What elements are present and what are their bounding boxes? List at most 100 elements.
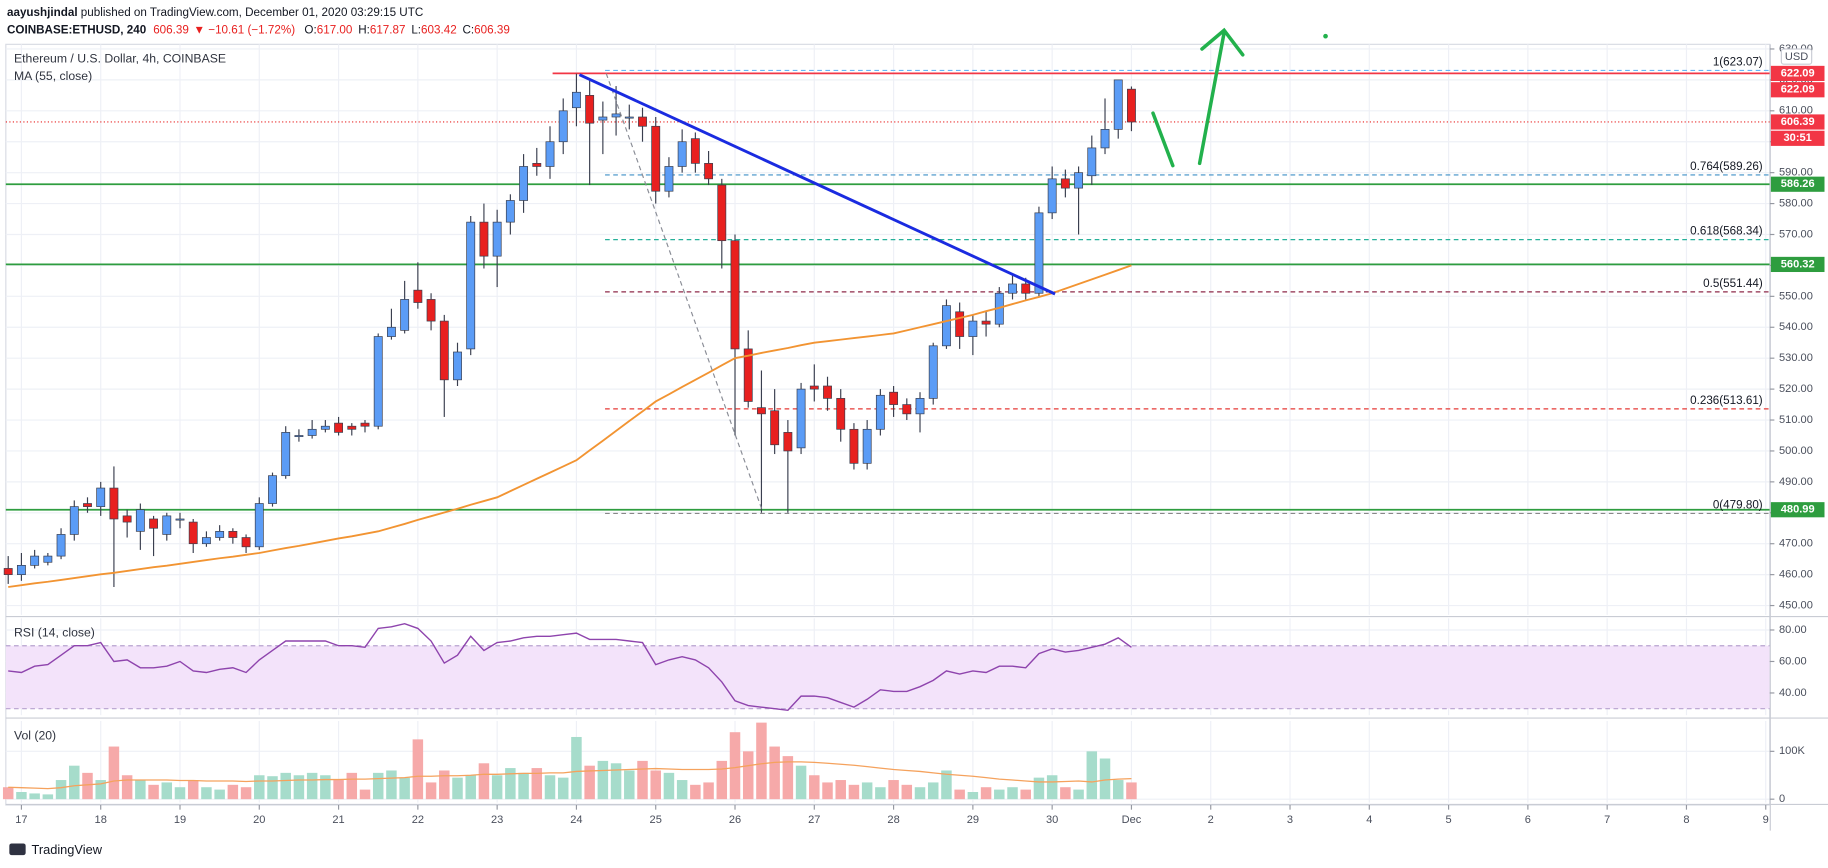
candle-body	[281, 432, 291, 477]
x-tick-label: 18	[95, 814, 107, 826]
volume-bar	[624, 770, 635, 800]
volume-bar	[518, 772, 529, 800]
candle-body	[122, 515, 132, 523]
volume-bar	[557, 777, 569, 800]
candle-body	[294, 435, 304, 438]
volume-bar	[399, 777, 410, 800]
labels: Ethereum / U.S. Dollar, 4h, COINBASE 1(62…	[14, 52, 1825, 742]
candle-body	[268, 475, 277, 504]
ohlc-key: C:	[463, 23, 475, 36]
candle-body	[651, 125, 661, 192]
y-tick-label: 490.00	[1779, 476, 1813, 488]
x-tick-label: 3	[1287, 814, 1293, 826]
volume-bar	[1112, 780, 1124, 800]
volume-bar	[742, 751, 754, 800]
y-tick-label: 510.00	[1779, 414, 1813, 426]
x-tick-label: 4	[1366, 814, 1372, 826]
candle-body	[334, 422, 344, 433]
fib-label: 0(479.80)	[1713, 498, 1763, 511]
volume-bar	[42, 794, 54, 800]
candle-body	[783, 432, 793, 452]
volume-bar	[769, 746, 780, 800]
change: ▼ −10.61 (−1.72%)	[194, 23, 296, 36]
volume-bar	[386, 770, 397, 800]
fib-label: 0.236(513.61)	[1690, 394, 1763, 407]
candle-body	[743, 348, 753, 402]
candle-body	[479, 221, 489, 257]
volume-bar	[478, 763, 490, 800]
currency: USD	[1785, 51, 1808, 63]
volume-ma	[8, 761, 1132, 790]
candle-body	[836, 398, 846, 430]
y-tick-label: 520.00	[1779, 383, 1813, 395]
volume-bar	[346, 772, 358, 800]
y-tick-label: 80.00	[1779, 624, 1807, 636]
y-tick-label: 60.00	[1779, 655, 1807, 667]
x-tick-label: 2	[1208, 814, 1214, 826]
volume-bar	[95, 780, 106, 800]
candle-body	[83, 503, 92, 507]
ma-legend: MA (55, close)	[14, 69, 92, 83]
candle-body	[558, 110, 568, 143]
candle-body	[849, 428, 859, 464]
volume-bar	[491, 775, 503, 800]
candle-body	[505, 200, 515, 223]
volume-bar	[663, 772, 675, 800]
volume-bar	[531, 768, 543, 800]
x-tick-label: 8	[1683, 814, 1689, 826]
pane-title: RSI (14, close)	[14, 626, 95, 640]
volume-bar	[161, 782, 173, 800]
candle-body	[796, 388, 806, 449]
volume-bar	[1126, 782, 1137, 800]
volume-bar	[888, 780, 899, 800]
volume-bar	[637, 760, 648, 800]
fib-label: 0.764(589.26)	[1690, 160, 1763, 173]
publish-line: aayushjindal published on TradingView.co…	[7, 6, 423, 19]
price-box	[1770, 176, 1825, 192]
rsi-line	[8, 622, 1132, 712]
candle-body	[492, 221, 502, 257]
candle-body	[809, 385, 819, 390]
candle-body	[466, 221, 476, 350]
price-box-label: 622.09	[1781, 84, 1815, 96]
fib-diagonal	[605, 73, 763, 512]
drawings	[578, 27, 1328, 512]
volume-bar	[610, 763, 622, 800]
volume-bar	[848, 784, 860, 800]
candle-body	[347, 425, 357, 430]
ohlc-value: 617.87	[370, 23, 406, 36]
candle-body	[624, 116, 634, 119]
candle-body	[188, 521, 198, 545]
candle-body	[981, 320, 991, 325]
volume-bar	[690, 784, 701, 800]
x-tick-label: 22	[412, 814, 424, 826]
volume-bar	[1020, 789, 1031, 800]
candle-body	[386, 326, 396, 337]
x-tick-label: 6	[1525, 814, 1531, 826]
y-tick-label: 40.00	[1779, 687, 1807, 699]
pane-title: Ethereum / U.S. Dollar, 4h, COINBASE	[14, 52, 226, 66]
volume-bar	[16, 791, 27, 800]
volume-bar	[293, 775, 305, 800]
fib-label: 1(623.07)	[1713, 55, 1763, 68]
candle-body	[1127, 88, 1136, 123]
volume-bar	[254, 775, 265, 800]
ohlc-key: H:	[358, 23, 370, 36]
candle-body	[875, 394, 885, 430]
candle-body	[254, 503, 264, 548]
y-tick-label: 450.00	[1779, 599, 1813, 611]
volume-bar	[571, 736, 582, 800]
volume-bar	[716, 760, 728, 800]
candle-body	[373, 336, 383, 427]
volume-bar	[1086, 751, 1098, 800]
volume-bar	[954, 789, 965, 800]
candle-body	[69, 506, 79, 535]
candle-body	[439, 320, 449, 381]
fib-label: 0.618(568.34)	[1690, 225, 1763, 238]
volume-bar	[1073, 789, 1084, 800]
price-box	[1770, 65, 1825, 82]
y-tick-label: 530.00	[1779, 352, 1813, 364]
countdown-box	[1770, 130, 1825, 146]
